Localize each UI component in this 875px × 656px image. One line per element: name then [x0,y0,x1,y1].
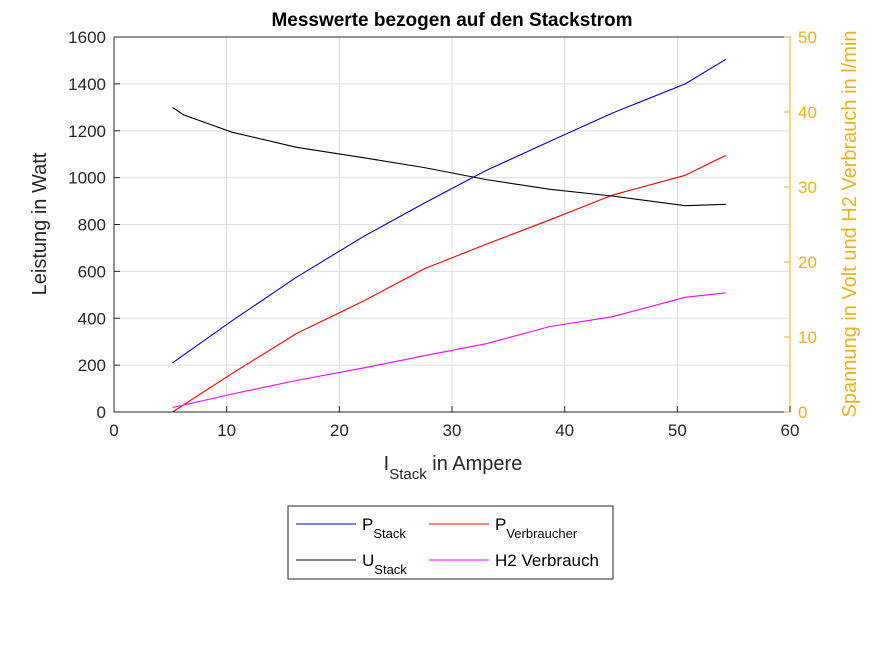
x-tick-label: 30 [443,421,462,440]
y-tick-label-right: 40 [798,103,817,122]
legend-label-main: P [362,515,373,534]
y-tick-label-left: 1000 [68,169,106,188]
y-ticks-left: 0 200 400 600 800 1000 1200 1400 1600 [68,28,120,422]
x-tick-label: 10 [217,421,236,440]
y-tick-label-left: 400 [78,309,106,328]
series-line-3 [172,292,726,409]
y-tick-label-left: 200 [78,356,106,375]
y-tick-label-left: 800 [78,216,106,235]
y-tick-label-right: 20 [798,253,817,272]
legend-label-sub: Verbraucher [506,526,577,541]
x-tick-label: 50 [668,421,687,440]
legend-label-0: PStack [362,515,406,541]
x-axis-label: IStack in Ampere [384,453,523,483]
x-tick-label: 0 [109,421,118,440]
x-tick-label: 20 [330,421,349,440]
x-axis-label-suffix: in Ampere [427,453,523,475]
x-axis-label-main: I [384,453,390,475]
y-tick-label-left: 1200 [68,122,106,141]
y-axis-label-right: Spannung in Volt und H2 Verbrauch in l/m… [839,31,861,418]
x-ticks: 0 10 20 30 40 50 60 [109,406,799,440]
y-tick-label-left: 600 [78,262,106,281]
legend-label-3: H2 Verbrauch [495,551,599,570]
legend-label-sub: Stack [374,562,407,577]
legend-label-main: U [362,551,374,570]
series-line-0 [172,58,727,364]
x-tick-label: 40 [555,421,574,440]
series-layer [172,58,727,413]
legend-label-sub: Stack [373,526,406,541]
x-axis-label-sub: Stack [389,466,427,483]
legend-label-main: H2 Verbrauch [495,551,599,570]
legend-label-1: PVerbraucher [495,515,578,541]
y-axis-label-left: Leistung in Watt [29,152,51,295]
y-ticks-right: 0 10 20 30 40 50 [784,28,817,422]
series-line-2 [172,107,726,207]
y-tick-label-left: 1400 [68,75,106,94]
x-tick-label: 60 [781,421,800,440]
y-tick-label-left: 0 [97,403,106,422]
chart-title: Messwerte bezogen auf den Stackstrom [271,10,632,31]
series-line-1 [172,154,727,413]
y-tick-label-right: 10 [798,328,817,347]
y-tick-label-right: 50 [798,28,817,47]
legend-label-main: P [495,515,506,534]
legend-box [287,505,614,580]
y-tick-label-right: 30 [798,178,817,197]
legend-label-2: UStack [362,551,407,577]
y-tick-label-left: 1600 [68,28,106,47]
y-tick-label-right: 0 [798,403,807,422]
